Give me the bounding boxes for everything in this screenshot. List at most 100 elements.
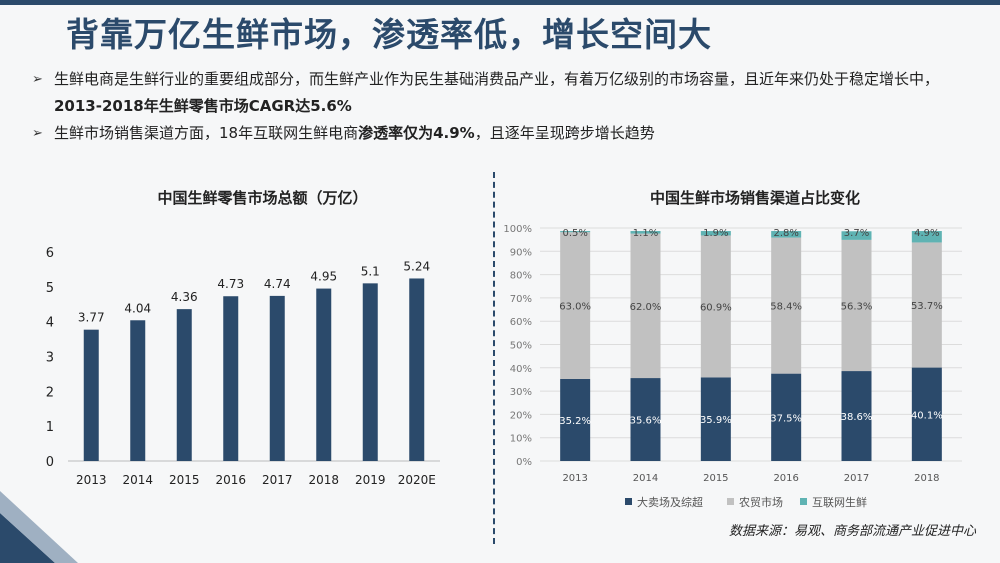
- y-tick-label: 60%: [510, 317, 532, 328]
- segment-label: 40.1%: [911, 410, 943, 421]
- segment-label: 0.5%: [562, 228, 587, 239]
- y-tick-label: 20%: [510, 410, 532, 421]
- stack-segment: [841, 231, 872, 240]
- stack-segment: [630, 233, 661, 379]
- x-tick-label: 2014: [633, 473, 658, 484]
- y-tick-label: 80%: [510, 271, 532, 282]
- legend-swatch: [727, 498, 734, 505]
- bar: [130, 320, 146, 461]
- stack-segment: [771, 237, 802, 374]
- y-tick-label: 5: [46, 281, 54, 296]
- segment-label: 60.9%: [700, 302, 732, 313]
- x-tick-label: 2015: [703, 473, 728, 484]
- bar: [362, 283, 378, 461]
- segment-label: 56.3%: [841, 301, 873, 312]
- x-tick-label: 2018: [308, 473, 339, 487]
- x-tick-label: 2016: [773, 473, 798, 484]
- bar-value-label: 4.95: [310, 270, 337, 284]
- legend-swatch: [800, 498, 807, 505]
- x-tick-label: 2017: [844, 473, 869, 484]
- bar: [409, 278, 425, 461]
- stack-segment: [911, 231, 942, 243]
- bar-value-label: 4.73: [217, 277, 244, 291]
- segment-label: 37.5%: [770, 413, 802, 424]
- stack-segment: [771, 231, 802, 238]
- left-bar-chart: 0 1 2 3 4 5 6 3.77 2013 4.04 2014 4.36 2015 4.73 2016 4…: [46, 246, 440, 487]
- bar-value-label: 4.36: [171, 290, 198, 304]
- segment-label: 35.6%: [630, 416, 662, 427]
- stack-segment: [700, 377, 731, 461]
- y-tick-label: 1: [46, 420, 54, 435]
- segment-label: 2.8%: [773, 228, 798, 239]
- bar-value-label: 3.77: [78, 311, 105, 325]
- legend-label: 互联网生鲜: [812, 495, 867, 509]
- segment-label: 3.7%: [844, 228, 869, 239]
- legend-label: 大卖场及综超: [637, 495, 703, 509]
- bullet-2-text: 生鲜市场销售渠道方面，18年互联网生鲜电商: [54, 124, 359, 142]
- top-accent-bar: [0, 0, 1000, 5]
- bullet-item-2: ➢ 生鲜市场销售渠道方面，18年互联网生鲜电商渗透率仅为4.9%，且逐年呈现跨步…: [32, 120, 982, 147]
- y-tick-label: 50%: [510, 341, 532, 352]
- stack-segment: [911, 367, 942, 461]
- bullet-1-bold: 2013-2018年生鲜零售市场CAGR达5.6%: [54, 97, 352, 115]
- y-tick-label: 30%: [510, 387, 532, 398]
- legend-swatch: [625, 498, 632, 505]
- bar-value-label: 5.1: [361, 264, 380, 278]
- stack-segment: [700, 231, 731, 236]
- y-tick-label: 70%: [510, 294, 532, 305]
- segment-label: 63.0%: [559, 302, 591, 313]
- stack-segment: [911, 242, 942, 368]
- stack-segment: [630, 231, 661, 234]
- x-tick-label: 2018: [914, 473, 939, 484]
- stack-segment: [841, 371, 872, 461]
- segment-label: 4.9%: [914, 228, 939, 239]
- y-tick-label: 0: [46, 455, 54, 470]
- corner-decoration: [0, 491, 78, 563]
- legend-label: 农贸市场: [739, 495, 783, 509]
- bullet-2-bold: 渗透率仅为4.9%: [358, 124, 475, 142]
- x-tick-label: 2019: [355, 473, 386, 487]
- dashed-divider: [493, 172, 495, 544]
- y-tick-label: 2: [46, 385, 54, 400]
- right-chart-title: 中国生鲜市场销售渠道占比变化: [649, 189, 860, 207]
- bar-value-label: 4.04: [124, 301, 151, 315]
- bullet-list: ➢ 生鲜电商是生鲜行业的重要组成部分，而生鲜产业作为民生基础消费品产业，有着万亿…: [32, 66, 982, 147]
- segment-label: 35.9%: [700, 415, 732, 426]
- stack-segment: [560, 378, 591, 461]
- bar-value-label: 4.74: [264, 277, 291, 291]
- segment-label: 58.4%: [770, 302, 802, 313]
- y-tick-label: 4: [46, 316, 54, 331]
- bullet-item-1: ➢ 生鲜电商是生鲜行业的重要组成部分，而生鲜产业作为民生基础消费品产业，有着万亿…: [32, 66, 982, 120]
- bar: [223, 296, 239, 461]
- arrow-right-icon: ➢: [32, 126, 43, 141]
- bar: [316, 288, 332, 461]
- bar-value-label: 5.24: [403, 259, 430, 273]
- y-tick-label: 3: [46, 351, 54, 366]
- y-tick-label: 40%: [510, 364, 532, 375]
- x-tick-label: 2013: [562, 473, 587, 484]
- segment-label: 1.9%: [703, 228, 728, 239]
- x-tick-label: 2020E: [398, 473, 436, 487]
- x-tick-label: 2014: [122, 473, 153, 487]
- segment-label: 62.0%: [630, 302, 662, 313]
- stack-segment: [700, 235, 731, 378]
- x-tick-label: 2016: [215, 473, 246, 487]
- stack-segment: [841, 239, 872, 372]
- y-tick-label: 6: [46, 246, 54, 261]
- y-tick-label: 10%: [510, 434, 532, 445]
- stack-segment: [630, 378, 661, 461]
- page-title: 背靠万亿生鲜市场，渗透率低，增长空间大: [66, 15, 712, 54]
- bar: [269, 295, 285, 461]
- segment-label: 38.6%: [841, 412, 873, 423]
- segment-label: 35.2%: [559, 416, 591, 427]
- stack-segment: [560, 231, 591, 233]
- bar: [83, 329, 99, 461]
- segment-label: 53.7%: [911, 301, 943, 312]
- bullet-2-after: ，且逐年呈现跨步增长趋势: [474, 124, 655, 142]
- stack-segment: [771, 373, 802, 461]
- y-tick-label: 0%: [516, 457, 532, 468]
- data-source-note: 数据来源：易观、商务部流通产业促进中心: [728, 524, 976, 539]
- arrow-right-icon: ➢: [32, 72, 43, 87]
- stack-segment: [560, 232, 591, 379]
